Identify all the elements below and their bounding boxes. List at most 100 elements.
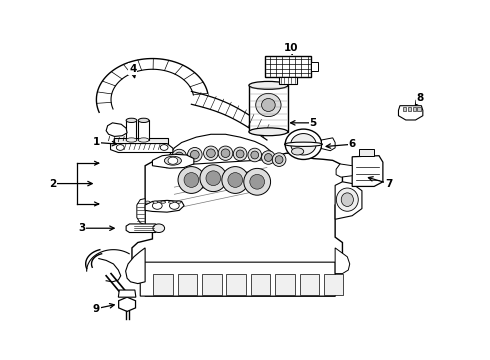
- Bar: [251, 274, 270, 295]
- Ellipse shape: [248, 148, 262, 162]
- Ellipse shape: [285, 142, 322, 147]
- Text: 5: 5: [310, 118, 317, 128]
- Text: 6: 6: [348, 139, 356, 149]
- Ellipse shape: [262, 99, 275, 112]
- Ellipse shape: [218, 146, 233, 160]
- Ellipse shape: [145, 201, 150, 203]
- Polygon shape: [336, 164, 352, 177]
- Ellipse shape: [341, 193, 353, 206]
- Text: 4: 4: [129, 64, 137, 74]
- Ellipse shape: [251, 151, 259, 159]
- Ellipse shape: [336, 188, 358, 211]
- Ellipse shape: [272, 153, 286, 166]
- Ellipse shape: [291, 134, 316, 155]
- Polygon shape: [137, 199, 145, 225]
- Bar: [202, 274, 221, 295]
- Bar: [125, 120, 136, 140]
- Bar: [279, 77, 296, 84]
- Ellipse shape: [236, 150, 244, 158]
- Ellipse shape: [153, 201, 158, 203]
- Text: 9: 9: [93, 303, 100, 314]
- Ellipse shape: [222, 167, 248, 193]
- Polygon shape: [132, 152, 343, 296]
- Polygon shape: [126, 224, 159, 233]
- Text: 10: 10: [284, 43, 298, 53]
- Ellipse shape: [191, 150, 199, 159]
- Ellipse shape: [161, 201, 166, 203]
- Circle shape: [168, 157, 178, 164]
- Ellipse shape: [206, 171, 220, 186]
- Ellipse shape: [188, 148, 202, 162]
- Bar: [324, 274, 343, 295]
- Bar: [178, 274, 197, 295]
- Polygon shape: [335, 182, 362, 219]
- Polygon shape: [119, 297, 136, 311]
- Bar: [153, 274, 173, 295]
- Text: 7: 7: [385, 179, 392, 189]
- Bar: [226, 274, 246, 295]
- Bar: [138, 120, 148, 140]
- Polygon shape: [167, 134, 273, 166]
- Polygon shape: [398, 106, 423, 120]
- Ellipse shape: [175, 152, 184, 161]
- Ellipse shape: [256, 93, 281, 117]
- Text: 1: 1: [93, 138, 100, 148]
- Circle shape: [116, 145, 124, 150]
- Ellipse shape: [233, 147, 247, 161]
- Circle shape: [153, 224, 165, 233]
- Ellipse shape: [265, 154, 272, 161]
- Ellipse shape: [126, 138, 137, 142]
- Polygon shape: [111, 144, 173, 153]
- Polygon shape: [321, 138, 335, 151]
- Ellipse shape: [292, 148, 304, 155]
- Ellipse shape: [176, 201, 181, 203]
- Ellipse shape: [275, 156, 283, 163]
- Bar: [249, 85, 288, 132]
- Text: 2: 2: [49, 179, 56, 189]
- Polygon shape: [106, 123, 127, 136]
- Bar: [417, 107, 421, 111]
- Ellipse shape: [250, 174, 265, 189]
- Ellipse shape: [178, 167, 205, 193]
- Bar: [275, 274, 294, 295]
- Ellipse shape: [200, 165, 227, 192]
- Bar: [408, 107, 411, 111]
- Ellipse shape: [262, 151, 275, 164]
- Ellipse shape: [169, 201, 173, 203]
- Bar: [265, 56, 311, 77]
- Polygon shape: [145, 201, 184, 212]
- Polygon shape: [152, 154, 194, 168]
- Ellipse shape: [138, 138, 149, 142]
- Text: 8: 8: [417, 93, 424, 103]
- Bar: [299, 274, 319, 295]
- Polygon shape: [125, 248, 145, 284]
- Polygon shape: [97, 59, 208, 112]
- Circle shape: [160, 145, 168, 150]
- Ellipse shape: [126, 118, 137, 122]
- Ellipse shape: [138, 118, 149, 122]
- Bar: [413, 107, 416, 111]
- Ellipse shape: [221, 149, 230, 157]
- Text: 2: 2: [49, 179, 56, 189]
- Polygon shape: [118, 290, 136, 297]
- Ellipse shape: [164, 156, 181, 165]
- Ellipse shape: [249, 81, 288, 89]
- Circle shape: [170, 202, 179, 209]
- Ellipse shape: [285, 129, 322, 159]
- Polygon shape: [335, 248, 350, 274]
- Circle shape: [152, 202, 162, 209]
- Text: 3: 3: [78, 223, 85, 233]
- Polygon shape: [115, 138, 168, 144]
- Ellipse shape: [244, 168, 270, 195]
- Ellipse shape: [206, 149, 215, 157]
- Polygon shape: [132, 262, 335, 296]
- Ellipse shape: [184, 173, 199, 187]
- Polygon shape: [352, 156, 383, 186]
- Bar: [359, 149, 374, 156]
- Ellipse shape: [172, 149, 187, 163]
- Ellipse shape: [249, 128, 288, 136]
- Bar: [311, 62, 318, 71]
- Ellipse shape: [203, 146, 218, 160]
- Ellipse shape: [228, 173, 243, 187]
- Bar: [403, 107, 406, 111]
